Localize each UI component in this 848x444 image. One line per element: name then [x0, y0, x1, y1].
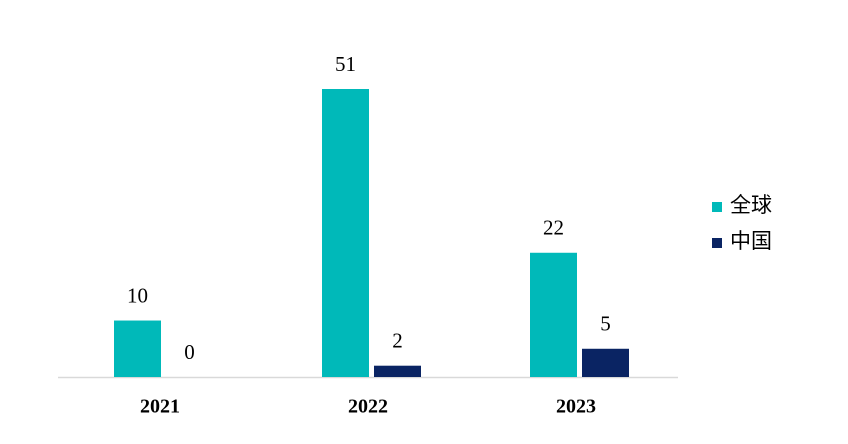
legend-label: 中国 — [730, 229, 772, 253]
legend-label: 全球 — [730, 193, 772, 217]
bar — [322, 89, 369, 377]
x-tick-label: 2021 — [140, 396, 180, 418]
data-label: 5 — [600, 312, 611, 336]
bar — [582, 348, 629, 377]
legend-swatch — [712, 238, 722, 248]
data-label: 0 — [184, 340, 195, 364]
x-tick-label: 2022 — [348, 396, 388, 418]
data-label: 51 — [335, 52, 356, 76]
data-label: 22 — [543, 216, 564, 240]
data-label: 2 — [392, 329, 403, 353]
bar — [530, 252, 577, 377]
data-label: 10 — [127, 283, 148, 307]
legend-swatch — [712, 202, 722, 212]
x-tick-label: 2023 — [556, 396, 596, 418]
bar — [374, 365, 421, 377]
bar — [114, 320, 161, 377]
